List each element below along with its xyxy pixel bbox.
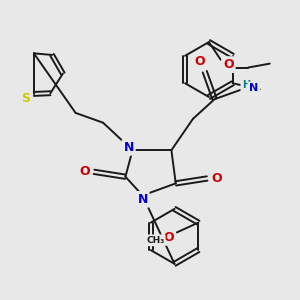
Text: O: O	[194, 56, 205, 68]
Text: N: N	[249, 83, 259, 93]
Text: CH₃: CH₃	[146, 236, 164, 245]
Text: O: O	[79, 165, 89, 178]
Text: O: O	[212, 172, 222, 185]
Text: O: O	[223, 58, 234, 71]
Text: N: N	[123, 141, 134, 154]
Text: S: S	[22, 92, 31, 105]
Text: O: O	[164, 231, 174, 244]
Text: H: H	[242, 80, 250, 90]
Text: N: N	[137, 193, 148, 206]
